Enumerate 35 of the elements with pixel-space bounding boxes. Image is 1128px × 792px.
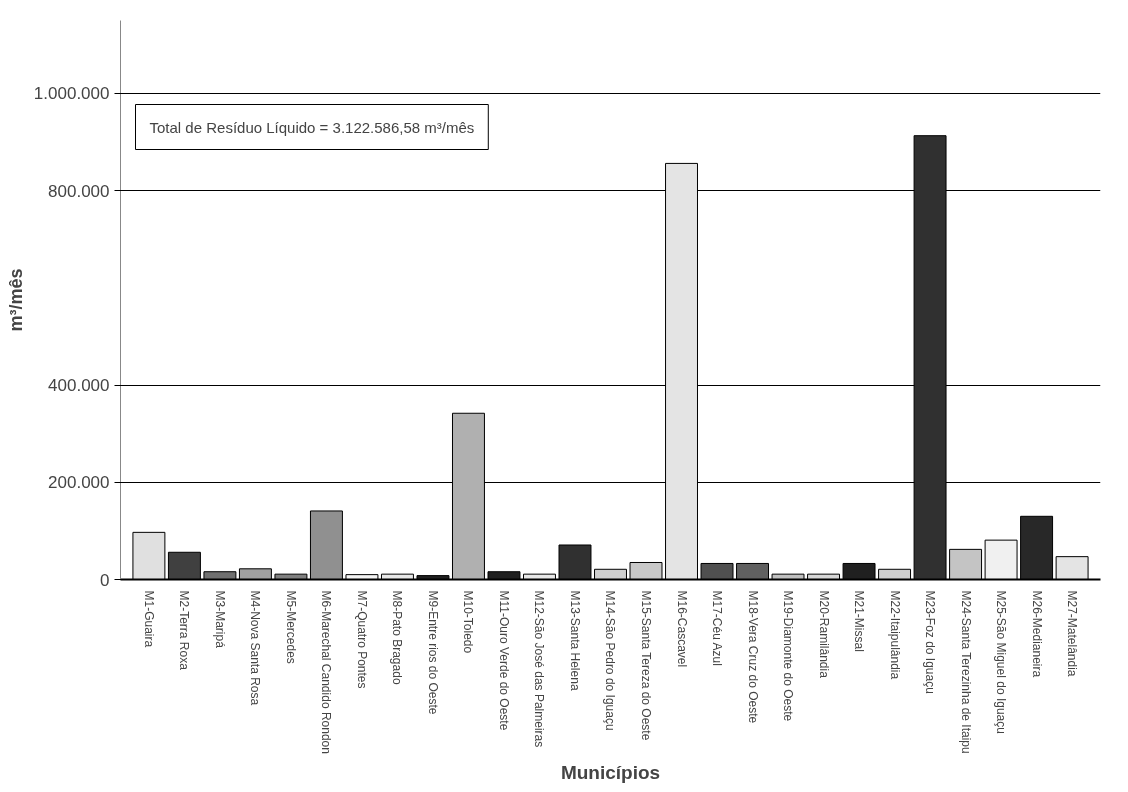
x-tick-label: M13-Santa Helena bbox=[567, 590, 582, 691]
x-tick-label: M10-Toledo bbox=[461, 590, 476, 654]
x-tick-label: M27-Matelândia bbox=[1065, 590, 1080, 677]
x-tick-label: M4-Nova Santa Rosa bbox=[248, 590, 263, 706]
x-tick-label: M26-Medianeira bbox=[1029, 590, 1044, 678]
x-tick-label: M20-Ramilândia bbox=[816, 590, 831, 679]
x-tick-label: M2-Terra Roxa bbox=[177, 590, 192, 671]
annotation: Total de Resíduo Líquido = 3.122.586,58 m³/mês bbox=[149, 118, 475, 136]
x-tick-label: M6-Marechal Candido Rondon bbox=[319, 590, 334, 754]
x-tick-label: M14-São Pedro do Iguaçu bbox=[603, 590, 618, 731]
x-tick-label: M12-São José das Palmeiras bbox=[532, 590, 547, 748]
y-tick-label: 1.000.000 bbox=[33, 84, 110, 104]
x-tick-label: M25-São Miguel do Iguaçu bbox=[994, 590, 1009, 734]
x-tick-label: M18-Vera Cruz do Oeste bbox=[745, 590, 760, 724]
y-tick-label: 200.000 bbox=[48, 473, 110, 493]
x-tick-label: M16-Cascavel bbox=[674, 590, 689, 668]
x-tick-label: M24-Santa Terezinha de Itaipu bbox=[958, 590, 973, 754]
x-axis-title: Municípios bbox=[560, 761, 661, 783]
x-tick-label: M19-Diamonte do Oeste bbox=[781, 590, 796, 722]
x-tick-label: M22-Itaipulândia bbox=[887, 590, 902, 680]
x-tick-label: M1-Guaira bbox=[141, 590, 156, 648]
y-tick-label: 400.000 bbox=[48, 376, 110, 396]
x-tick-label: M21-Missal bbox=[852, 590, 867, 652]
x-tick-label: M5-Mercedes bbox=[283, 590, 298, 664]
x-tick-label: M9-Entre rios do Oeste bbox=[425, 590, 440, 715]
x-tick-label: M15-Santa Tereza do Oeste bbox=[639, 590, 654, 741]
y-tick-label: 0 bbox=[100, 570, 110, 590]
x-tick-label: M3-Maripá bbox=[212, 590, 227, 649]
x-tick-label: M11-Ouro Verde do Oeste bbox=[496, 590, 511, 731]
y-axis-title: m³/mês bbox=[5, 268, 26, 332]
x-tick-label: M7-Quatro Pontes bbox=[354, 590, 369, 689]
y-tick-label: 800.000 bbox=[48, 181, 110, 201]
x-tick-label: M8-Pato Bragado bbox=[390, 590, 405, 685]
x-tick-label: M17-Céu Azul bbox=[710, 590, 725, 666]
x-tick-label: M23-Foz do Iguaçu bbox=[923, 590, 938, 694]
